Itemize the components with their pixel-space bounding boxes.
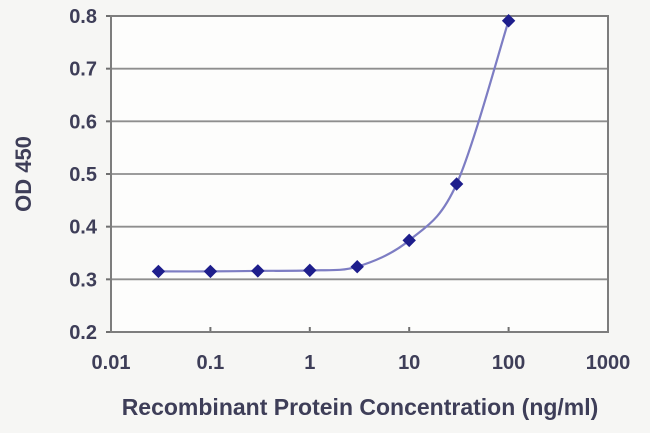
y-tick-label: 0.8 (69, 6, 97, 28)
data-point-marker (350, 259, 364, 274)
y-tick-label: 0.5 (69, 164, 97, 186)
series-markers (151, 14, 516, 279)
y-tick-label: 0.4 (69, 217, 98, 239)
data-point-marker (151, 264, 166, 279)
data-point-marker (449, 177, 464, 191)
y-axis-title: OD 450 (11, 136, 36, 212)
x-tick-label: 100 (492, 352, 525, 374)
x-tick-label: 10 (398, 352, 420, 374)
plot-frame (110, 15, 609, 333)
tick-labels: 0.2 0.3 0.4 0.5 0.6 0.7 0.8 0.01 0.1 1 10 100 1000 (69, 6, 630, 374)
x-tick-label: 0.01 (92, 352, 131, 374)
y-tick-label: 0.2 (69, 322, 97, 344)
data-point-marker (203, 264, 218, 279)
data-point-marker (501, 14, 516, 28)
y-tick-label: 0.3 (69, 269, 97, 291)
data-point-marker (251, 264, 265, 278)
x-axis-title: Recombinant Protein Concentration (ng/ml… (122, 394, 599, 420)
data-point-marker (402, 233, 416, 248)
y-tick-label: 0.6 (69, 111, 97, 133)
gridlines (111, 67, 608, 281)
data-point-marker (303, 263, 317, 278)
x-tick-label: 1 (304, 352, 315, 374)
x-tick-label: 0.1 (196, 352, 224, 374)
y-tick-label: 0.7 (69, 59, 97, 81)
x-tick-label: 1000 (586, 352, 631, 374)
